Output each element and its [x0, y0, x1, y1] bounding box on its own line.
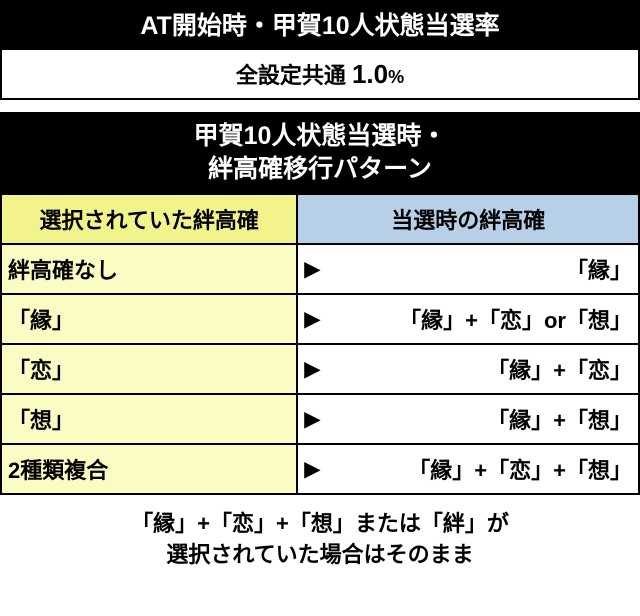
cell-left: 「想」: [1, 394, 297, 444]
section-gap: [0, 100, 640, 112]
section1-title: AT開始時・甲賀10人状態当選率: [0, 0, 640, 48]
cell-right-text: 「縁」: [566, 258, 632, 283]
table-header-row: 選択されていた絆高確 当選時の絆高確: [1, 194, 639, 244]
cell-right-text: 「縁」+「恋」or「想」: [399, 308, 632, 333]
cell-left: 2種類複合: [1, 444, 297, 494]
page-container: AT開始時・甲賀10人状態当選率 全設定共通 1.0% 甲賀10人状態当選時・ …: [0, 0, 640, 585]
footnote: 「縁」+「恋」+「想」または「絆」が 選択されていた場合はそのまま: [0, 495, 640, 585]
table-row: 「想」 ▶ 「縁」+「想」: [1, 394, 639, 444]
pattern-table: 選択されていた絆高確 当選時の絆高確 絆高確なし ▶ 「縁」 「縁」 ▶ 「縁」+「…: [0, 193, 640, 495]
section2-title: 甲賀10人状態当選時・ 絆高確移行パターン: [0, 112, 640, 193]
arrow-icon: ▶: [304, 357, 319, 382]
cell-right: ▶ 「縁」+「恋」+「想」: [297, 444, 639, 494]
cell-right: ▶ 「縁」+「恋」: [297, 344, 639, 394]
section1-value: 1.0: [352, 59, 388, 89]
cell-right-text: 「縁」+「恋」+「想」: [408, 458, 632, 483]
cell-left: 絆高確なし: [1, 244, 297, 294]
section1-value-row: 全設定共通 1.0%: [0, 48, 640, 100]
cell-right: ▶ 「縁」+「恋」or「想」: [297, 294, 639, 344]
col-header-left: 選択されていた絆高確: [1, 194, 297, 244]
table-row: 2種類複合 ▶ 「縁」+「恋」+「想」: [1, 444, 639, 494]
arrow-icon: ▶: [304, 307, 319, 332]
arrow-icon: ▶: [304, 457, 319, 482]
section1-percent: %: [388, 67, 404, 87]
arrow-icon: ▶: [304, 257, 319, 282]
footnote-line1: 「縁」+「恋」+「想」または「絆」が: [131, 511, 509, 536]
table-row: 「縁」 ▶ 「縁」+「恋」or「想」: [1, 294, 639, 344]
cell-right-text: 「縁」+「想」: [487, 408, 632, 433]
footnote-line2: 選択されていた場合はそのまま: [166, 542, 473, 567]
table-row: 絆高確なし ▶ 「縁」: [1, 244, 639, 294]
section2-title-line2: 絆高確移行パターン: [208, 155, 432, 183]
cell-left: 「縁」: [1, 294, 297, 344]
cell-left: 「恋」: [1, 344, 297, 394]
cell-right: ▶ 「縁」+「想」: [297, 394, 639, 444]
section2-title-line1: 甲賀10人状態当選時・: [194, 122, 447, 150]
cell-right: ▶ 「縁」: [297, 244, 639, 294]
col-header-right: 当選時の絆高確: [297, 194, 639, 244]
arrow-icon: ▶: [304, 407, 319, 432]
section1-label: 全設定共通: [236, 63, 352, 88]
table-row: 「恋」 ▶ 「縁」+「恋」: [1, 344, 639, 394]
cell-right-text: 「縁」+「恋」: [487, 358, 632, 383]
